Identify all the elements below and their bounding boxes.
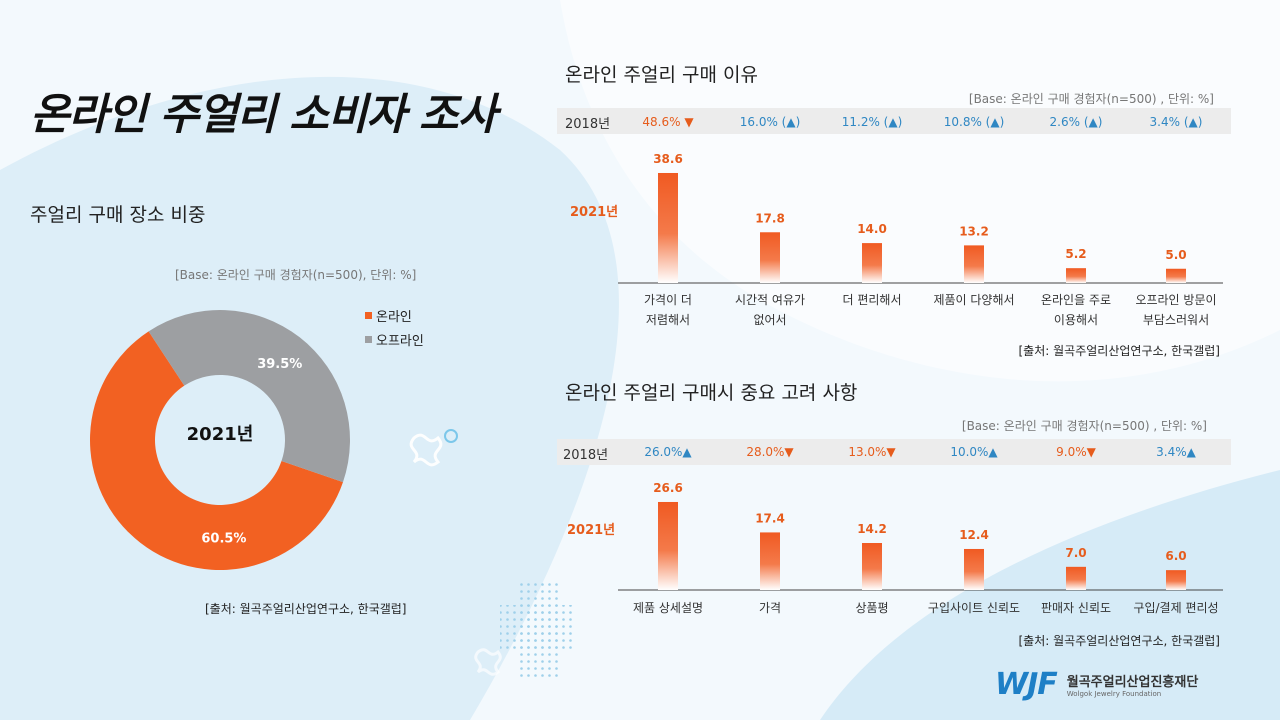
chart1-category-label: 가격이 더 저렴해서 — [644, 293, 692, 327]
chart1-bar — [964, 245, 984, 283]
chart1-2018-value: 3.4% (▲) — [1149, 115, 1203, 129]
chart2-value-label: 12.4 — [959, 528, 989, 542]
chart2-source: [출처: 월곡주얼리산업연구소, 한국갤럽] — [1018, 634, 1221, 648]
chart2-base-note: [Base: 온라인 구매 경험자(n=500) , 단위: %] — [961, 419, 1207, 433]
donut-slice-label-online: 60.5% — [201, 531, 246, 546]
chart1-2018-value: 10.8% (▲) — [943, 115, 1005, 129]
donut-source: [출처: 월곡주얼리산업연구소, 한국갤럽] — [205, 602, 407, 616]
chart2-value-label: 26.6 — [653, 481, 683, 495]
donut-slice-online — [89, 331, 343, 570]
legend-swatch-online — [365, 312, 372, 319]
donut-title: 주얼리 구매 장소 비중 — [30, 204, 206, 226]
chart1-category-label: 오프라인 방문이 부담스러워서 — [1135, 293, 1217, 327]
donut-legend: 온라인 오프라인 — [365, 306, 424, 349]
chart2-value-label: 6.0 — [1165, 549, 1186, 563]
chart1-category-label: 제품이 다양해서 — [933, 293, 1015, 307]
chart2-title: 온라인 주얼리 구매시 중요 고려 사항 — [565, 382, 858, 404]
chart2-bar — [760, 532, 780, 590]
chart1-2018-value: 48.6% ▼ — [642, 115, 694, 129]
logo-name-ko: 월곡주얼리산업진흥재단 — [1066, 675, 1199, 690]
chart2-category-label: 구입사이트 신뢰도 — [927, 601, 1021, 615]
chart1-base-note: [Base: 온라인 구매 경험자(n=500) , 단위: %] — [968, 92, 1214, 106]
chart2-category-label: 제품 상세설명 — [632, 601, 704, 615]
chart1-2021-label: 2021년 — [570, 205, 619, 220]
chart2-category-label: 상품평 — [855, 601, 889, 615]
donut-base-note: [Base: 온라인 구매 경험자(n=500), 단위: %] — [175, 268, 417, 282]
chart2-value-label: 7.0 — [1065, 546, 1086, 560]
chart1-value-label: 17.8 — [755, 211, 785, 225]
chart1-value-label: 5.0 — [1165, 248, 1186, 262]
chart1-2018-value: 2.6% (▲) — [1049, 115, 1103, 129]
chart2-2018-value: 26.0%▲ — [644, 445, 692, 459]
legend-item-online: 온라인 — [365, 306, 424, 325]
chart2-2018-label: 2018년 — [563, 448, 609, 463]
chart1-bars: 38.6 17.8 14.0 13.2 5.2 5.0 — [618, 152, 1223, 284]
chart2-2018-band — [557, 439, 1231, 465]
chart1-title: 온라인 주얼리 구매 이유 — [565, 64, 758, 86]
legend-swatch-offline — [365, 336, 372, 343]
chart2-bar — [862, 543, 882, 590]
chart2-category-label: 가격 — [758, 601, 782, 615]
chart1-category-label: 시간적 여유가 없어서 — [734, 293, 806, 327]
chart2-bar — [1066, 566, 1086, 590]
chart1-category-label: 더 편리해서 — [842, 293, 902, 307]
chart2-category-label: 구입/결제 편리성 — [1133, 601, 1219, 615]
page-title: 온라인 주얼리 소비자 조사 — [30, 90, 497, 140]
dotted-cross-decoration — [500, 580, 576, 680]
chart1-value-label: 14.0 — [857, 222, 887, 236]
chart2-value-label: 17.4 — [755, 511, 785, 525]
chart1-2018-value: 16.0% (▲) — [739, 115, 801, 129]
chart1-bar — [760, 232, 780, 283]
legend-label-offline: 오프라인 — [376, 334, 424, 349]
chart1-source: [출처: 월곡주얼리산업연구소, 한국갤럽] — [1018, 344, 1221, 358]
chart2-bars: 26.6 17.4 14.2 12.4 7.0 6.0 — [618, 481, 1223, 591]
foundation-logo: WJF 월곡주얼리산업진흥재단 Wolgok Jewelry Foundatio… — [995, 667, 1198, 702]
chart1-2018-label: 2018년 — [565, 117, 611, 132]
logo-name-en: Wolgok Jewelry Foundation — [1066, 690, 1162, 698]
chart2-2018-value: 13.0%▼ — [848, 445, 896, 459]
chart2-2018-value: 28.0%▼ — [746, 445, 794, 459]
chart1-bar — [1166, 268, 1186, 283]
chart1-bar — [1066, 268, 1086, 283]
chart2-category-label: 판매자 신뢰도 — [1040, 601, 1112, 615]
donut-center-label: 2021년 — [187, 424, 254, 445]
chart1-bar — [862, 243, 882, 283]
flower-decoration — [409, 433, 502, 676]
chart1-2018-value: 11.2% (▲) — [841, 115, 903, 129]
legend-label-online: 온라인 — [376, 310, 412, 325]
chart1-value-label: 38.6 — [653, 152, 683, 166]
legend-item-offline: 오프라인 — [365, 330, 424, 349]
donut-slice-offline — [148, 310, 350, 483]
chart2-bar — [964, 548, 984, 590]
chart1-bar — [658, 172, 678, 283]
chart2-2018-value: 9.0%▼ — [1056, 445, 1096, 459]
chart1-value-label: 5.2 — [1065, 247, 1086, 261]
chart1-value-label: 13.2 — [959, 224, 989, 238]
donut-slice-label-offline: 39.5% — [257, 357, 302, 372]
chart2-2021-label: 2021년 — [567, 523, 616, 538]
chart2-bar — [658, 501, 678, 590]
chart2-bar — [1166, 570, 1186, 590]
chart1-category-label: 온라인을 주로 이용해서 — [1040, 293, 1112, 327]
donut-chart: 60.5% 39.5% 2021년 — [89, 310, 350, 570]
ring-decoration — [444, 429, 458, 443]
logo-mark: WJF — [995, 667, 1058, 702]
chart2-value-label: 14.2 — [857, 522, 887, 536]
chart2-2018-value: 10.0%▲ — [950, 445, 998, 459]
chart1-2018-band — [557, 108, 1231, 134]
chart2-2018-value: 3.4%▲ — [1156, 445, 1196, 459]
